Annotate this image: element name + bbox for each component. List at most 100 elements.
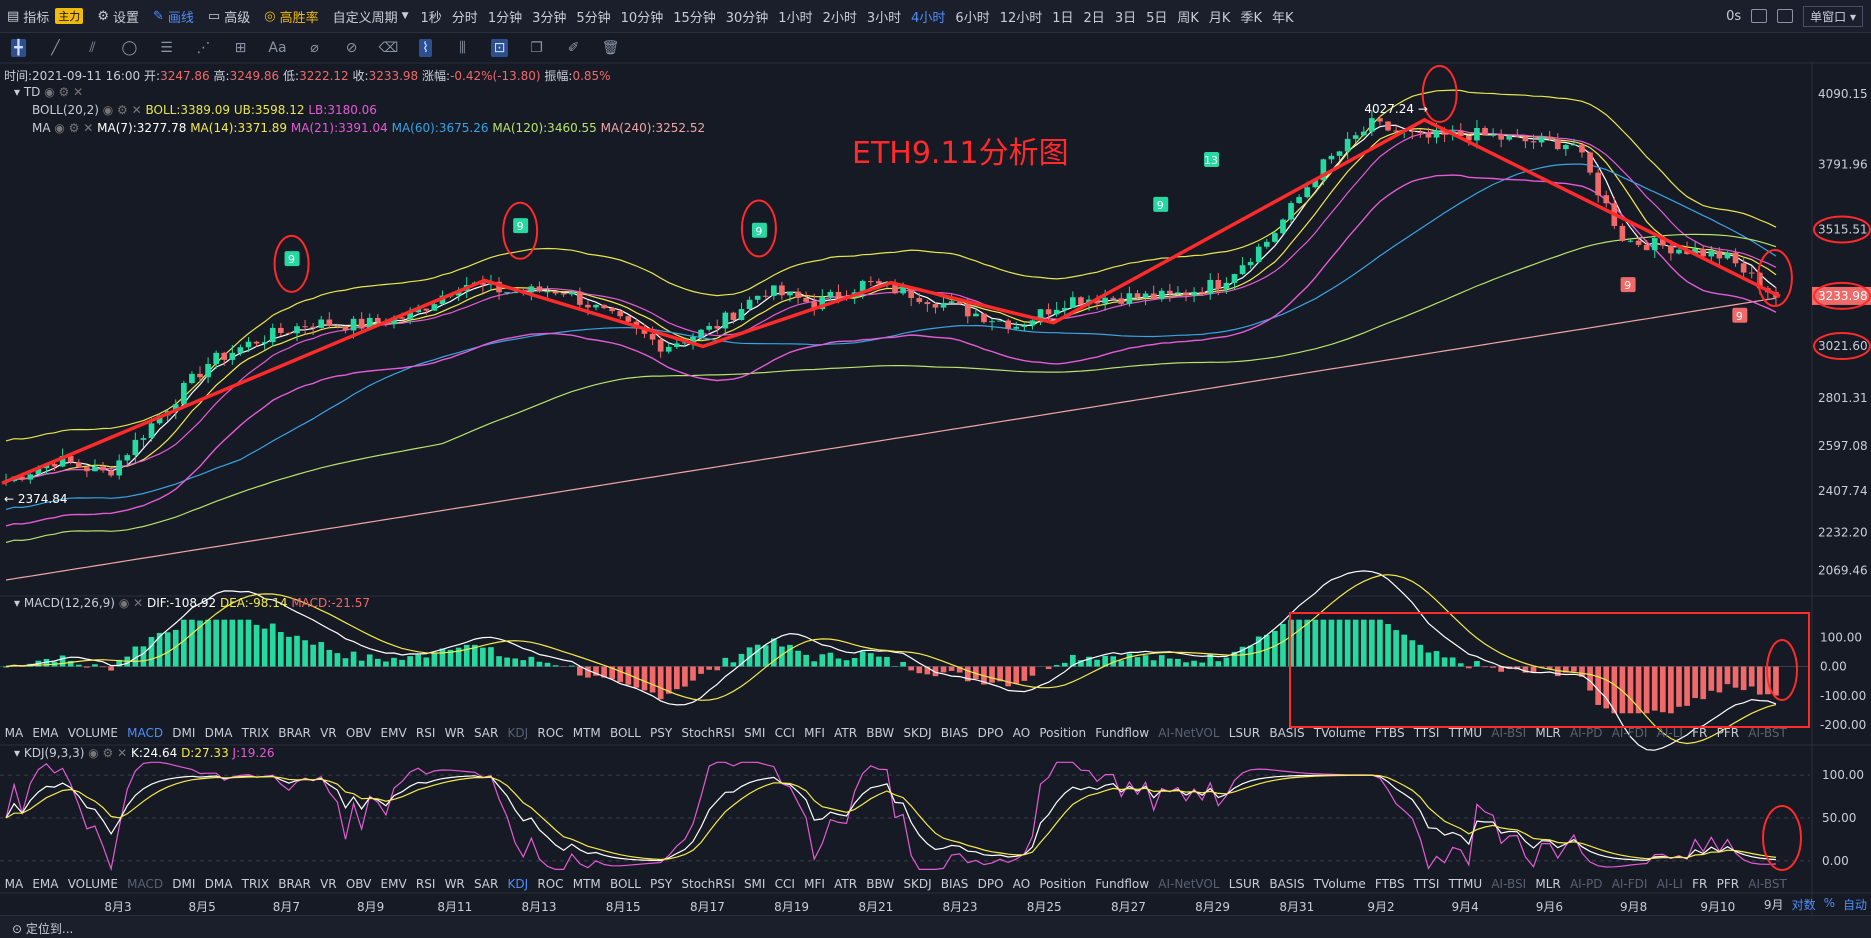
indicator-tab[interactable]: AO: [1008, 877, 1035, 891]
indicator-tab[interactable]: DMA: [200, 877, 237, 891]
indicator-tab[interactable]: BOLL: [605, 877, 645, 891]
indicator-tab[interactable]: BRAR: [274, 877, 316, 891]
indicator-tab[interactable]: PSY: [645, 877, 676, 891]
indicator-tab[interactable]: Position: [1035, 726, 1091, 740]
candle-body: [1054, 310, 1060, 315]
indicator-tab[interactable]: AI-BST: [1744, 726, 1792, 740]
indicator-tab[interactable]: CCI: [770, 877, 799, 891]
indicator-tab[interactable]: AI-LI: [1652, 877, 1688, 891]
indicator-tab[interactable]: FR: [1688, 726, 1712, 740]
indicator-tab[interactable]: AI-NetVOL: [1154, 726, 1224, 740]
indicator-tab[interactable]: BBW: [862, 877, 899, 891]
indicator-tab[interactable]: EMA: [28, 726, 63, 740]
indicator-tab[interactable]: SMI: [739, 877, 770, 891]
indicator-tab[interactable]: PFR: [1712, 877, 1744, 891]
indicator-tab[interactable]: Position: [1035, 877, 1091, 891]
indicator-tab[interactable]: TVolume: [1309, 877, 1370, 891]
indicator-tab[interactable]: FTBS: [1370, 726, 1409, 740]
indicator-tab[interactable]: MTM: [568, 877, 605, 891]
scale-option[interactable]: 自动: [1843, 896, 1867, 913]
indicator-tab[interactable]: CCI: [770, 726, 799, 740]
indicator-tab[interactable]: BOLL: [605, 726, 645, 740]
indicator-tab[interactable]: BASIS: [1265, 726, 1309, 740]
indicator-tab[interactable]: AI-BSI: [1487, 726, 1531, 740]
indicator-tab[interactable]: WR: [440, 726, 469, 740]
indicator-tab[interactable]: MTM: [568, 726, 605, 740]
indicator-tab[interactable]: VOLUME: [63, 877, 122, 891]
indicator-tab[interactable]: AI-BST: [1744, 877, 1792, 891]
indicator-tab[interactable]: EMA: [28, 877, 63, 891]
indicator-tab[interactable]: RSI: [411, 726, 440, 740]
indicator-tab[interactable]: WR: [440, 877, 469, 891]
scale-option[interactable]: 对数: [1792, 896, 1816, 913]
indicator-tab[interactable]: TRIX: [237, 877, 274, 891]
indicator-tab[interactable]: KDJ: [503, 877, 533, 891]
indicator-tab[interactable]: MLR: [1531, 726, 1566, 740]
indicator-tab[interactable]: BIAS: [936, 726, 973, 740]
indicator-tab[interactable]: LSUR: [1224, 726, 1265, 740]
indicator-tab[interactable]: DMI: [168, 877, 200, 891]
indicator-tab[interactable]: SAR: [469, 877, 503, 891]
indicator-tab[interactable]: AO: [1008, 726, 1035, 740]
indicator-tab[interactable]: StochRSI: [677, 726, 740, 740]
indicator-tab[interactable]: OBV: [341, 726, 376, 740]
indicator-tab[interactable]: AI-FDI: [1607, 877, 1652, 891]
indicator-tab[interactable]: SKDJ: [899, 877, 936, 891]
indicator-tab[interactable]: MACD: [123, 726, 168, 740]
indicator-tab[interactable]: ROC: [533, 726, 568, 740]
indicator-tab[interactable]: ATR: [830, 877, 862, 891]
indicator-tab[interactable]: TTMU: [1444, 877, 1487, 891]
indicator-tab[interactable]: SKDJ: [899, 726, 936, 740]
indicator-tab[interactable]: BRAR: [274, 726, 316, 740]
scale-option[interactable]: 9月: [1764, 896, 1784, 913]
candle-body: [1523, 136, 1529, 141]
indicator-tab[interactable]: MFI: [800, 726, 830, 740]
indicator-tab[interactable]: AI-PD: [1565, 877, 1607, 891]
indicator-tab[interactable]: VR: [315, 726, 341, 740]
indicator-tab[interactable]: TVolume: [1309, 726, 1370, 740]
indicator-tab[interactable]: StochRSI: [677, 877, 740, 891]
indicator-tab[interactable]: DPO: [973, 877, 1008, 891]
indicator-tab[interactable]: Fundflow: [1091, 726, 1154, 740]
indicator-tab[interactable]: TRIX: [237, 726, 274, 740]
indicator-tab[interactable]: MACD: [123, 877, 168, 891]
indicator-tab[interactable]: EMV: [376, 726, 411, 740]
indicator-tab[interactable]: AI-NetVOL: [1154, 877, 1224, 891]
indicator-tab[interactable]: PSY: [645, 726, 676, 740]
indicator-tab[interactable]: MLR: [1531, 877, 1566, 891]
indicator-tab[interactable]: KDJ: [503, 726, 533, 740]
indicator-tab[interactable]: TTMU: [1444, 726, 1487, 740]
indicator-tab[interactable]: ROC: [533, 877, 568, 891]
indicator-tab[interactable]: SAR: [469, 726, 503, 740]
locate-button[interactable]: ⊙ 定位到...: [12, 920, 73, 937]
indicator-tab[interactable]: PFR: [1712, 726, 1744, 740]
indicator-tab[interactable]: MA: [0, 877, 28, 891]
indicator-tab[interactable]: VR: [315, 877, 341, 891]
indicator-tab[interactable]: TTSI: [1409, 726, 1444, 740]
indicator-tab[interactable]: EMV: [376, 877, 411, 891]
indicator-tab[interactable]: BBW: [862, 726, 899, 740]
indicator-tab[interactable]: BASIS: [1265, 877, 1309, 891]
indicator-tab[interactable]: VOLUME: [63, 726, 122, 740]
indicator-tab[interactable]: AI-BSI: [1487, 877, 1531, 891]
td-badge-label: 9: [517, 220, 524, 233]
indicator-tab[interactable]: MA: [0, 726, 28, 740]
indicator-tab[interactable]: DPO: [973, 726, 1008, 740]
indicator-tab[interactable]: FTBS: [1370, 877, 1409, 891]
indicator-tab[interactable]: DMI: [168, 726, 200, 740]
indicator-tab[interactable]: RSI: [411, 877, 440, 891]
indicator-tab[interactable]: AI-PD: [1565, 726, 1607, 740]
indicator-tab[interactable]: LSUR: [1224, 877, 1265, 891]
indicator-tab[interactable]: TTSI: [1409, 877, 1444, 891]
indicator-tab[interactable]: Fundflow: [1091, 877, 1154, 891]
indicator-tab[interactable]: DMA: [200, 726, 237, 740]
indicator-tab[interactable]: FR: [1688, 877, 1712, 891]
scale-option[interactable]: %: [1824, 896, 1835, 913]
indicator-tab[interactable]: OBV: [341, 877, 376, 891]
indicator-tab[interactable]: AI-LI: [1652, 726, 1688, 740]
indicator-tab[interactable]: ATR: [830, 726, 862, 740]
indicator-tab[interactable]: MFI: [800, 877, 830, 891]
indicator-tab[interactable]: SMI: [739, 726, 770, 740]
indicator-tab[interactable]: BIAS: [936, 877, 973, 891]
indicator-tab[interactable]: AI-FDI: [1607, 726, 1652, 740]
